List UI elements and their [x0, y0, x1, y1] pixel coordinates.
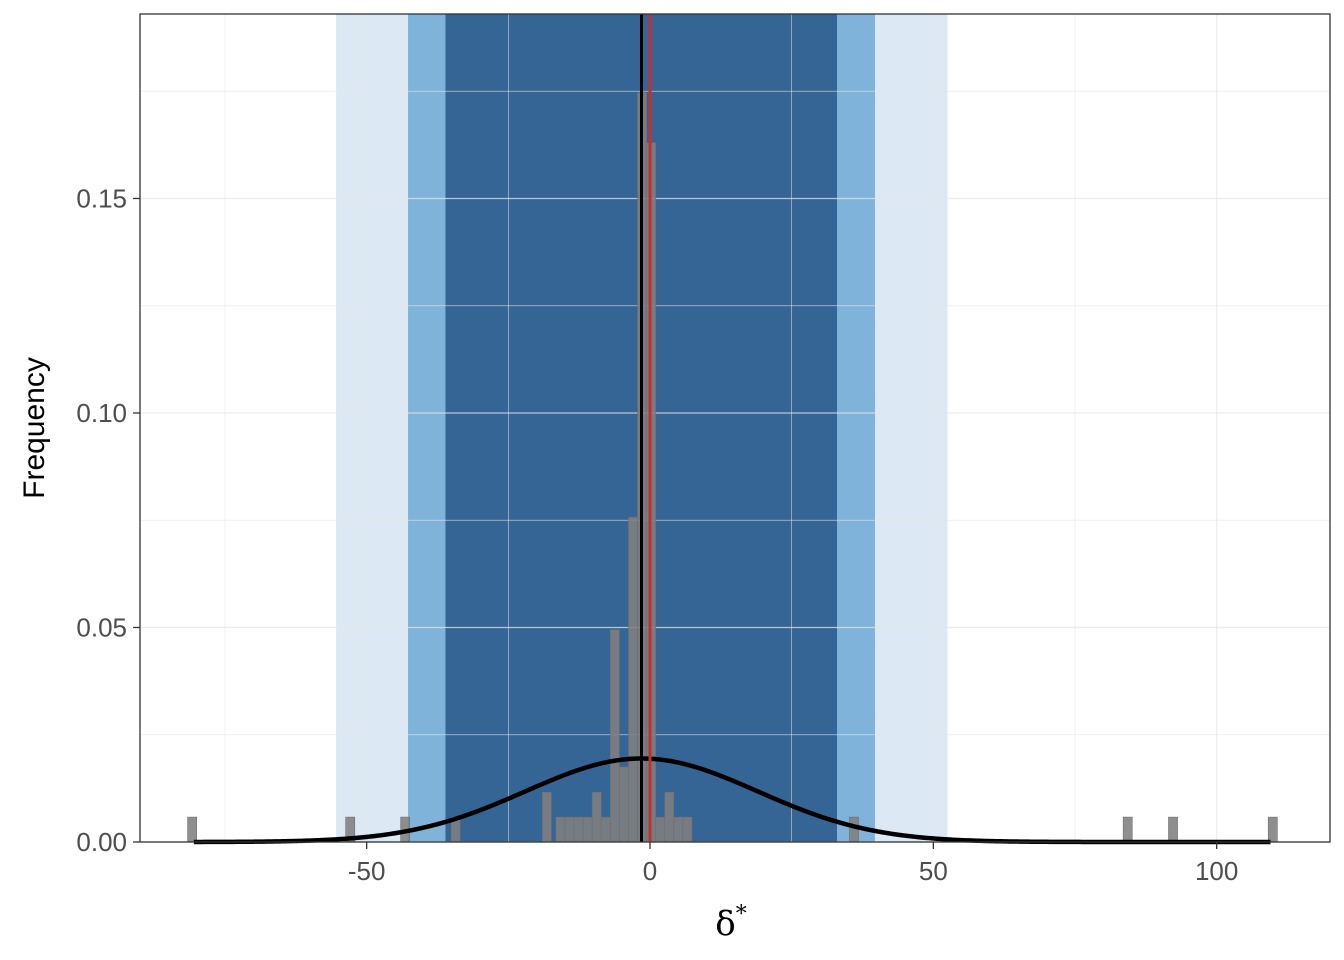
- histogram-bar: [628, 516, 638, 843]
- y-tick-label: 0.10: [76, 398, 127, 428]
- histogram-bar: [600, 816, 611, 843]
- histogram-bar: [542, 791, 552, 843]
- histogram-bar: [573, 816, 584, 843]
- x-tick-label: 0: [643, 856, 657, 886]
- histogram-bar: [582, 816, 593, 843]
- histogram-bar: [187, 816, 197, 843]
- y-tick-label: 0.05: [76, 612, 127, 642]
- histogram-bar: [619, 766, 629, 843]
- y-tick-label: 0.15: [76, 183, 127, 213]
- histogram-bar: [673, 816, 684, 843]
- histogram-bar: [1122, 816, 1133, 843]
- x-axis-title-symbol: δ: [715, 904, 735, 944]
- histogram-bar: [682, 816, 693, 843]
- x-axis-title-superscript: *: [736, 902, 747, 927]
- panel-border: [139, 13, 1331, 843]
- histogram-bar: [1267, 816, 1278, 843]
- y-axis-title: Frequency: [18, 357, 51, 499]
- x-tick-label: -50: [348, 856, 386, 886]
- x-tick-label: 100: [1195, 856, 1238, 886]
- x-axis-title: δ*: [715, 902, 746, 944]
- histogram-bar: [655, 816, 666, 843]
- histogram-bar: [591, 791, 602, 843]
- y-tick-label: 0.00: [76, 827, 127, 857]
- y-axis: 0.00 0.05 0.10 0.15: [76, 183, 140, 857]
- x-tick-label: 50: [919, 856, 948, 886]
- reference-lines: [640, 14, 652, 842]
- x-axis: -50 0 50 100: [348, 842, 1238, 886]
- histogram-bar: [849, 816, 859, 843]
- histogram-bar: [564, 816, 575, 843]
- histogram-bar: [555, 816, 566, 843]
- histogram-bar: [610, 629, 620, 843]
- histogram-bar: [664, 791, 675, 843]
- histogram-bar: [1168, 816, 1178, 843]
